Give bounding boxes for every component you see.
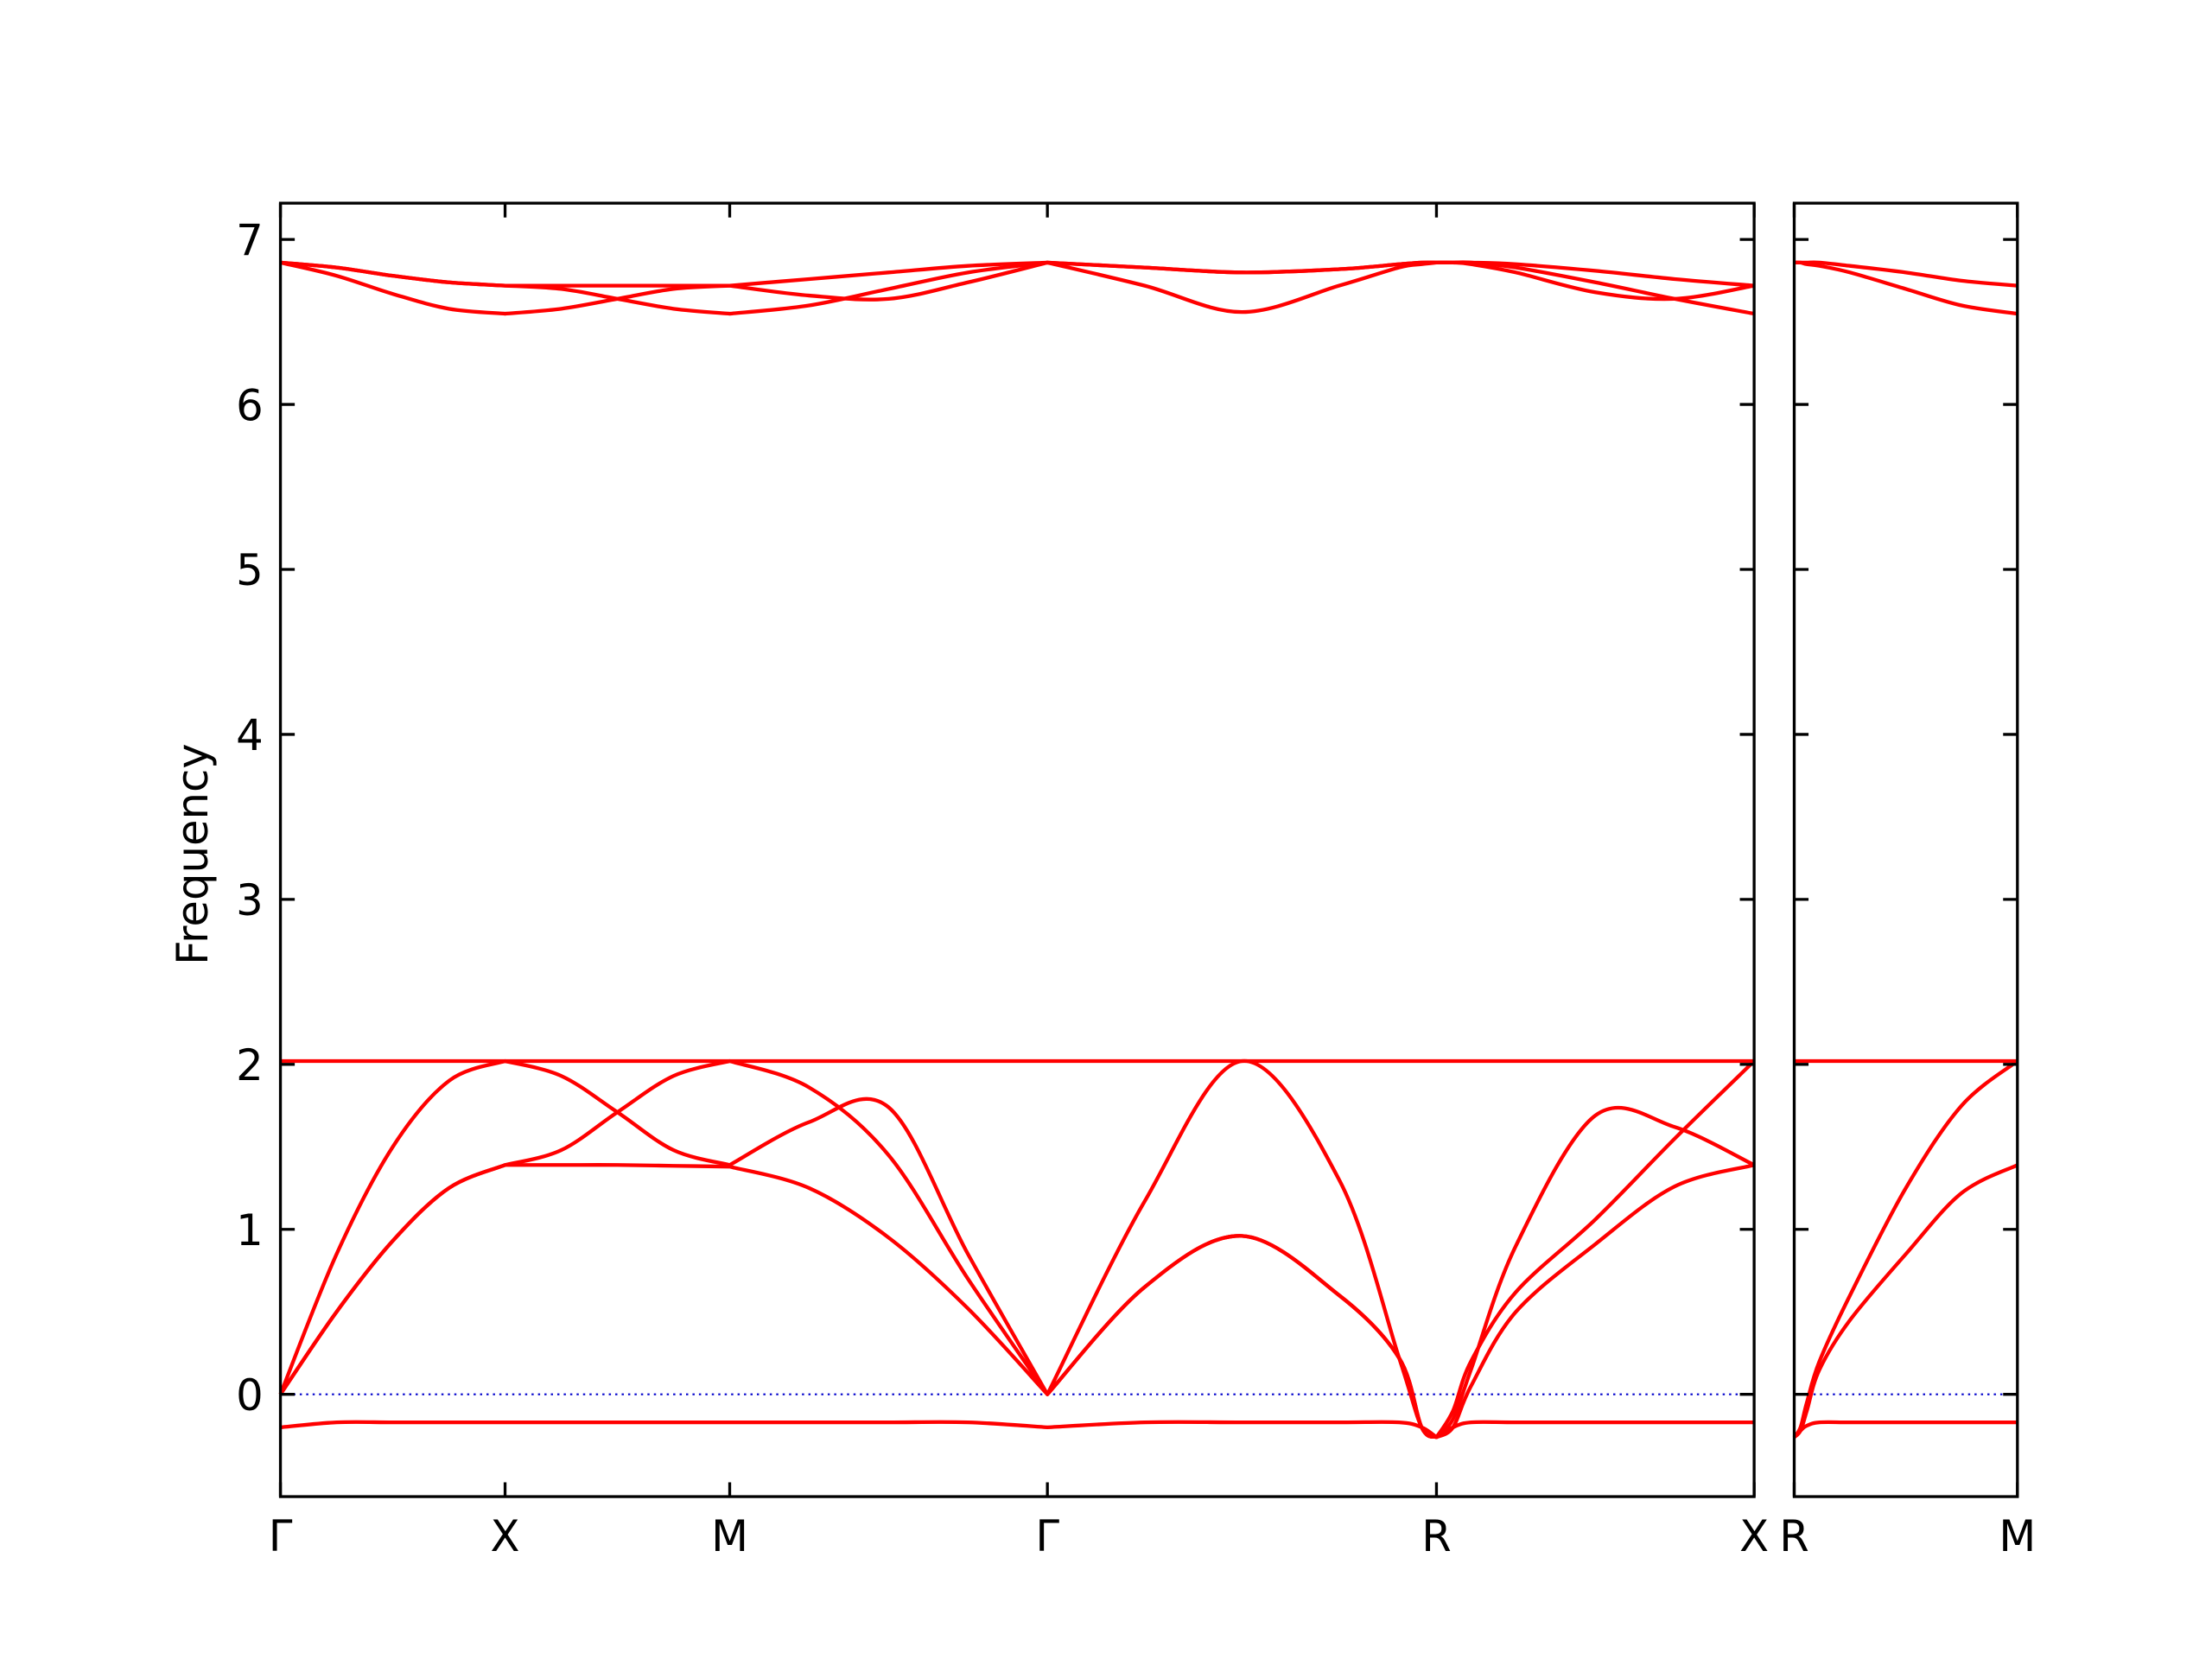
y-tick-label: 5 [236, 545, 264, 595]
plot-frame [1792, 201, 2019, 1498]
x-tick-label: R [1779, 1511, 1809, 1561]
x-tick-label: X [491, 1511, 520, 1561]
x-tick-label: Γ [1035, 1511, 1059, 1561]
x-tick-label: Γ [269, 1511, 293, 1561]
x-tick-label: M [1999, 1511, 2036, 1561]
x-tick-label: M [711, 1511, 748, 1561]
y-tick-label: 1 [236, 1205, 264, 1255]
x-tick-label: R [1421, 1511, 1452, 1561]
band-line [278, 1058, 1756, 1440]
y-tick-label: 0 [236, 1370, 264, 1421]
y-tick-label: 2 [236, 1040, 264, 1090]
y-tick-label: 7 [236, 215, 264, 265]
x-tick-label: X [1739, 1511, 1769, 1561]
y-tick-label: 4 [236, 710, 264, 760]
band-line [280, 260, 1755, 316]
y-tick-label: 3 [236, 875, 264, 925]
band-line [280, 1420, 1755, 1440]
plot-frame [278, 201, 1756, 1498]
band-line [1792, 1163, 2018, 1439]
y-axis-label: Frequency [168, 743, 218, 965]
y-tick-label: 6 [236, 380, 264, 430]
band-line [1794, 260, 2018, 316]
